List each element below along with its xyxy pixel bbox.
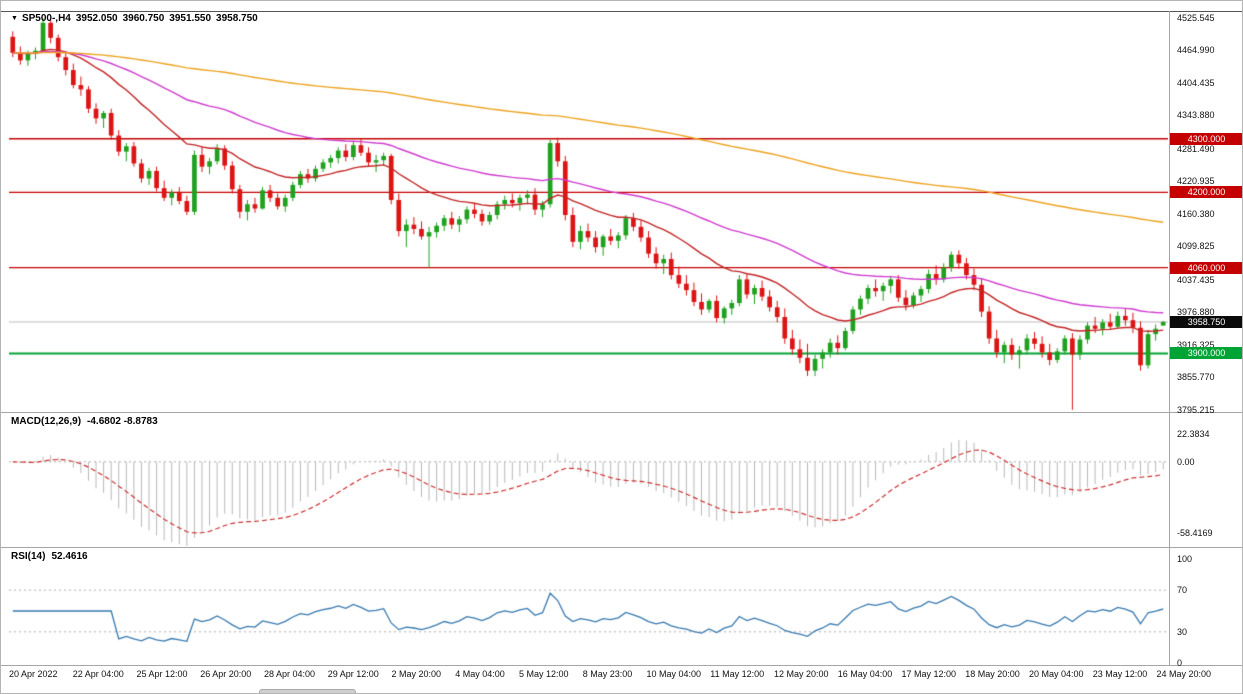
- rsi-axis-tick: 100: [1177, 554, 1193, 564]
- rsi-title: RSI(14): [11, 551, 46, 562]
- ohlc-low-value: 3951.550: [169, 13, 212, 24]
- time-axis-label: 11 May 12:00: [710, 669, 765, 679]
- rsi-axis-tick: 0: [1177, 658, 1183, 668]
- macd-axis-tick: -58.4169: [1177, 528, 1213, 539]
- macd-title: MACD(12,26,9): [11, 416, 82, 427]
- time-axis-label: 20 May 04:00: [1029, 669, 1084, 679]
- time-axis[interactable]: 20 Apr 2022 22 Apr 04:00 25 Apr 12:00 26 Ap…: [1, 669, 1242, 687]
- price-axis-tick: 4220.935: [1177, 176, 1215, 187]
- chart-top-border: [1, 11, 1242, 12]
- price-axis-tick: 4099.825: [1177, 241, 1215, 252]
- ohlc-close-value: 3958.750: [216, 13, 258, 24]
- time-axis-label: 24 May 20:00: [1156, 669, 1212, 679]
- ohlc-open-value: 3952.050: [75, 13, 118, 24]
- time-axis-label: 23 May 12:00: [1092, 669, 1148, 679]
- price-axis-tick: 4464.990: [1177, 45, 1215, 56]
- time-axis-label: 10 May 04:00: [646, 669, 702, 679]
- price-level-tag: 4200.000: [1170, 186, 1242, 199]
- time-axis-label: 12 May 20:00: [774, 669, 829, 679]
- price-level-tag: 4060.000: [1170, 261, 1242, 274]
- macd-pane-separator[interactable]: [1, 412, 1242, 413]
- time-axis-label: 29 Apr 12:00: [327, 669, 379, 679]
- price-axis-tick: 4343.880: [1177, 110, 1215, 121]
- time-axis-label: 8 May 23:00: [582, 669, 633, 679]
- macd-axis-tick: 0.00: [1177, 456, 1195, 467]
- price-axis-tick: 3916.325: [1177, 339, 1215, 350]
- macd-axis-tick: 22.3834: [1177, 429, 1210, 440]
- price-level-tag: 4300.000: [1170, 132, 1242, 145]
- price-axis-tick: 3976.880: [1177, 307, 1215, 318]
- price-axis-tick: 4281.490: [1177, 143, 1215, 154]
- rsi-axis-tick: 30: [1177, 626, 1188, 637]
- scrollbar-thumb[interactable]: [259, 689, 356, 693]
- price-axis-tick: 3855.770: [1177, 372, 1215, 383]
- ohlc-high-value: 3960.750: [122, 13, 165, 24]
- time-axis-label: 5 May 12:00: [519, 669, 569, 679]
- horizontal-scrollbar[interactable]: [1, 688, 1242, 693]
- time-axis-label: 16 May 04:00: [837, 669, 893, 679]
- rsi-pane-separator[interactable]: [1, 547, 1242, 548]
- bid-price-tag: 3958.750: [1170, 315, 1242, 328]
- price-axis-tick: 3795.215: [1177, 404, 1215, 415]
- time-axis-label: 4 May 04:00: [455, 669, 505, 679]
- price-axis-tick: 4525.545: [1177, 12, 1215, 23]
- time-axis-label: 18 May 20:00: [965, 669, 1020, 679]
- time-axis-separator: [1, 665, 1242, 666]
- price-axis-tick: 4160.380: [1177, 208, 1215, 219]
- price-axis-divider: [1169, 11, 1170, 665]
- chart-header: ▼ SP500-,H4 3952.050 3960.750 3951.550 3958.7…: [11, 13, 263, 24]
- time-axis-label: 26 Apr 20:00: [200, 669, 252, 679]
- time-axis-label: 22 Apr 04:00: [72, 669, 124, 679]
- price-level-tag: 3900.000: [1170, 347, 1242, 360]
- rsi-value: 52.4616: [51, 551, 88, 562]
- time-axis-label: 20 Apr 2022: [9, 669, 58, 679]
- macd-values: -4.6802 -8.8783: [87, 416, 158, 427]
- rsi-axis-tick: 70: [1177, 585, 1188, 596]
- time-axis-label: 25 Apr 12:00: [136, 669, 188, 679]
- price-axis-tick: 4037.435: [1177, 274, 1215, 285]
- time-axis-label: 17 May 12:00: [901, 669, 957, 679]
- symbol-timeframe-label: SP500-,H4: [21, 13, 71, 24]
- time-axis-label: 2 May 20:00: [391, 669, 442, 679]
- macd-indicator-label: MACD(12,26,9) -4.6802 -8.8783: [11, 416, 164, 427]
- time-axis-label: 28 Apr 04:00: [264, 669, 316, 679]
- rsi-indicator-label: RSI(14) 52.4616: [11, 551, 94, 562]
- collapse-chart-icon[interactable]: ▼: [11, 15, 18, 22]
- price-axis-tick: 4404.435: [1177, 77, 1215, 88]
